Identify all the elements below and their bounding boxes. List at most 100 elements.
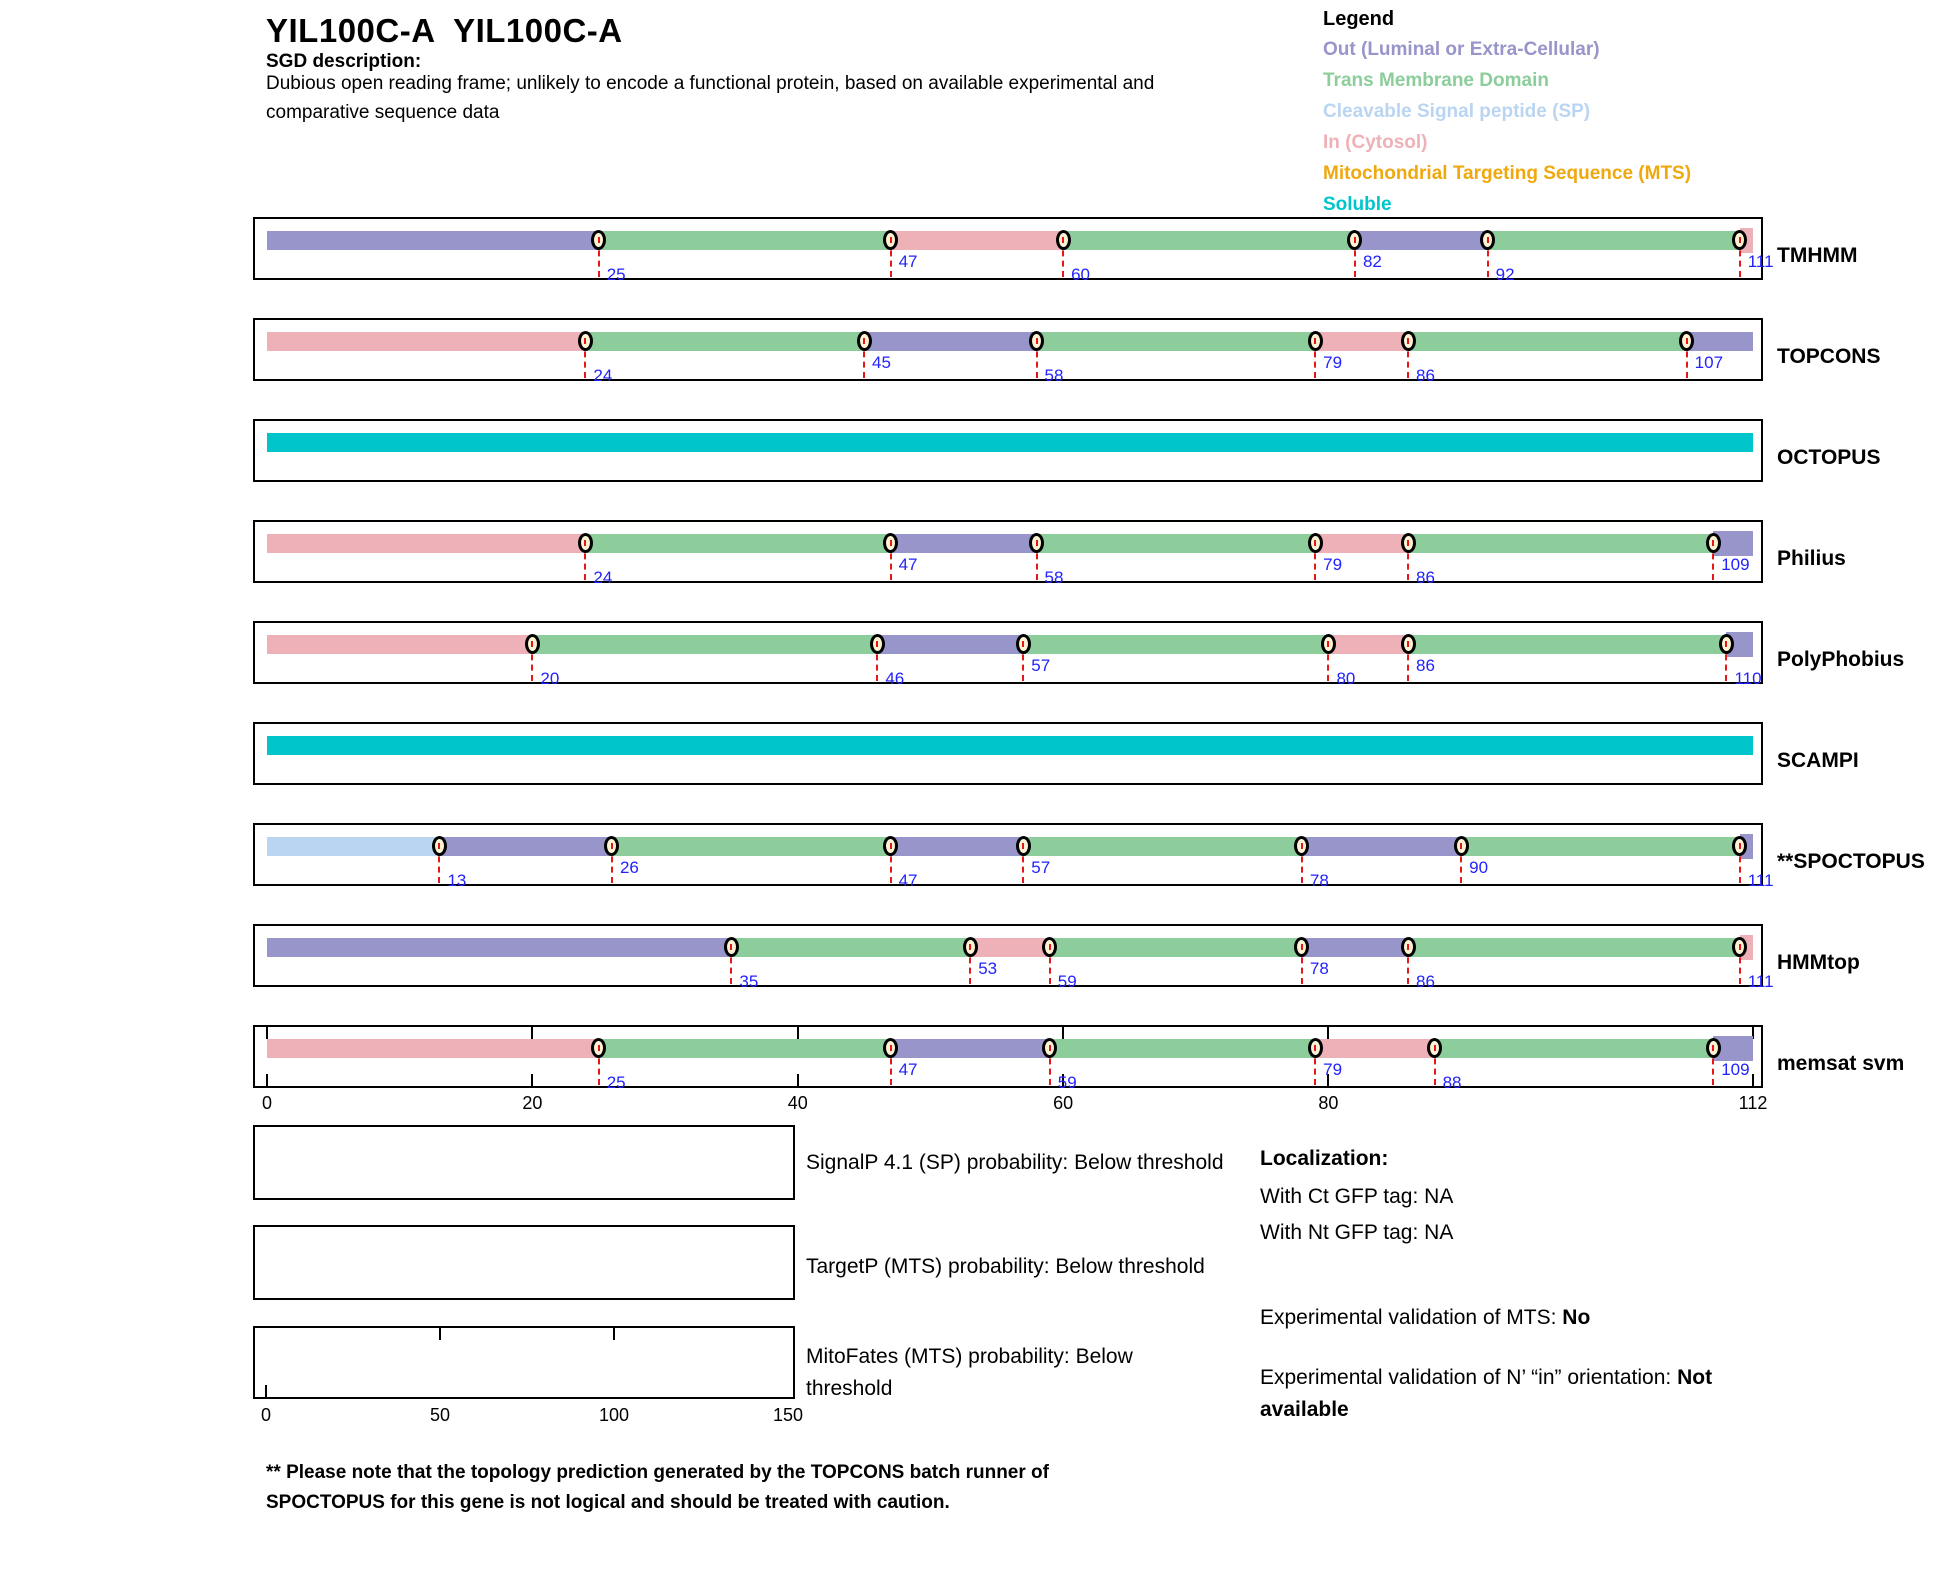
boundary-dash-line-57 — [1022, 644, 1025, 681]
segment-out-107-112 — [1686, 332, 1753, 351]
boundary-dash-line-25 — [597, 1048, 600, 1085]
localization-nt-gfp: With Nt GFP tag: NA — [1260, 1221, 1454, 1244]
boundary-dash-line-35 — [730, 947, 733, 984]
boundary-dash-line-79 — [1314, 341, 1317, 378]
segment-in-0-25 — [267, 1039, 599, 1058]
boundary-dash-line-79 — [1314, 543, 1317, 580]
track-label-hmmtop: HMMtop — [1777, 951, 1860, 974]
position-label-47: 47 — [898, 252, 918, 271]
segment-tm-35-53 — [731, 938, 971, 957]
position-label-47: 47 — [898, 1060, 918, 1079]
prob-plot-caption-signalp-1: SignalP 4.1 (SP) probability: Below thre… — [806, 1151, 1224, 1174]
boundary-dash-line-59 — [1048, 947, 1051, 984]
prob-axis-label-150: 150 — [772, 1405, 804, 1425]
segment-soluble-0-112 — [267, 433, 1754, 452]
track-label-octopus: OCTOPUS — [1777, 446, 1881, 469]
legend-item-mts: Mitochondrial Targeting Sequence (MTS) — [1323, 163, 1692, 184]
segment-tm-90-111 — [1461, 837, 1740, 856]
position-label-26: 26 — [619, 858, 639, 877]
legend-item-sp: Cleavable Signal peptide (SP) — [1323, 101, 1591, 122]
boundary-marker-47 — [883, 1038, 899, 1058]
segment-tm-86-110 — [1408, 635, 1727, 654]
position-label-24: 24 — [593, 568, 613, 587]
residue-axis-label-40: 40 — [787, 1093, 808, 1113]
box-tick-top-20 — [531, 1027, 534, 1039]
boundary-marker-80 — [1320, 634, 1336, 654]
position-label-82: 82 — [1362, 252, 1382, 271]
boundary-marker-58 — [1029, 331, 1045, 351]
position-label-79: 79 — [1323, 555, 1343, 574]
position-label-25: 25 — [606, 265, 626, 284]
segment-sp-0-13 — [267, 837, 440, 856]
position-label-107: 107 — [1694, 353, 1724, 372]
boundary-dash-line-53 — [969, 947, 972, 984]
mts-validation-value: No — [1562, 1306, 1591, 1329]
legend-item-tm: Trans Membrane Domain — [1323, 70, 1549, 91]
boundary-dash-line-20 — [531, 644, 534, 681]
position-label-13: 13 — [447, 871, 467, 890]
residue-axis-label-60: 60 — [1053, 1093, 1074, 1113]
prob-plot-box-targetp — [253, 1225, 795, 1300]
track-label-polyphobius: PolyPhobius — [1777, 648, 1905, 671]
segment-out-0-25 — [267, 231, 599, 250]
localization-title: Localization: — [1260, 1147, 1389, 1170]
boundary-marker-78 — [1294, 937, 1310, 957]
boundary-marker-60 — [1055, 230, 1071, 250]
box-tick-top-40 — [796, 1027, 799, 1039]
boundary-dash-line-86 — [1407, 341, 1410, 378]
segment-tm-86-111 — [1408, 938, 1740, 957]
segment-in-79-86 — [1315, 332, 1409, 351]
prob-axis-label-0: 0 — [260, 1405, 272, 1425]
segment-tm-20-46 — [532, 635, 878, 654]
segment-out-46-57 — [877, 635, 1024, 654]
track-label-topcons: TOPCONS — [1777, 345, 1881, 368]
position-label-90: 90 — [1469, 858, 1489, 877]
position-label-57: 57 — [1031, 656, 1051, 675]
boundary-marker-47 — [883, 836, 899, 856]
residue-axis-label-112: 112 — [1738, 1093, 1768, 1113]
boundary-marker-53 — [962, 937, 978, 957]
boundary-dash-line-59 — [1048, 1048, 1051, 1085]
legend-item-out: Out (Luminal or Extra-Cellular) — [1323, 39, 1600, 60]
boundary-dash-line-58 — [1035, 543, 1038, 580]
boundary-marker-25 — [591, 1038, 607, 1058]
position-label-86: 86 — [1416, 656, 1435, 675]
box-tick-bottom-0 — [266, 1074, 268, 1086]
boundary-marker-45 — [856, 331, 872, 351]
segment-out-13-26 — [439, 837, 612, 856]
boundary-dash-line-92 — [1486, 240, 1489, 277]
boundary-marker-109 — [1705, 533, 1721, 553]
orientation-validation-text: Experimental validation of N’ “in” orien… — [1260, 1366, 1678, 1389]
boundary-dash-line-78 — [1300, 947, 1303, 984]
prob-axis-label-100: 100 — [598, 1405, 630, 1425]
segment-in-53-59 — [970, 938, 1050, 957]
boundary-dash-line-58 — [1035, 341, 1038, 378]
position-label-53: 53 — [978, 959, 998, 978]
boundary-dash-line-82 — [1353, 240, 1356, 277]
boundary-dash-line-24 — [584, 341, 587, 378]
position-label-110: 110 — [1734, 669, 1762, 688]
position-label-59: 59 — [1057, 1073, 1077, 1092]
position-label-45: 45 — [872, 353, 891, 372]
boundary-dash-line-86 — [1407, 947, 1410, 984]
spoctopus-footnote-line1: ** Please note that the topology predict… — [266, 1462, 1049, 1483]
legend-item-in: In (Cytosol) — [1323, 132, 1428, 153]
track-label-memsat-svm: memsat svm — [1777, 1052, 1905, 1075]
boundary-marker-57 — [1015, 634, 1031, 654]
boundary-dash-line-111 — [1738, 240, 1741, 277]
position-label-58: 58 — [1044, 568, 1064, 587]
boundary-dash-line-109 — [1712, 1048, 1715, 1085]
boundary-marker-20 — [524, 634, 540, 654]
boundary-marker-111 — [1732, 230, 1748, 250]
boundary-dash-line-46 — [876, 644, 879, 681]
prob-tick-top-50 — [439, 1328, 441, 1340]
position-label-24: 24 — [593, 366, 613, 385]
segment-in-79-88 — [1315, 1039, 1435, 1058]
segment-tm-92-111 — [1487, 231, 1740, 250]
segment-out-47-59 — [890, 1039, 1050, 1058]
position-label-58: 58 — [1044, 366, 1064, 385]
position-label-57: 57 — [1031, 858, 1051, 877]
position-label-78: 78 — [1309, 959, 1329, 978]
boundary-dash-line-47 — [889, 1048, 892, 1085]
